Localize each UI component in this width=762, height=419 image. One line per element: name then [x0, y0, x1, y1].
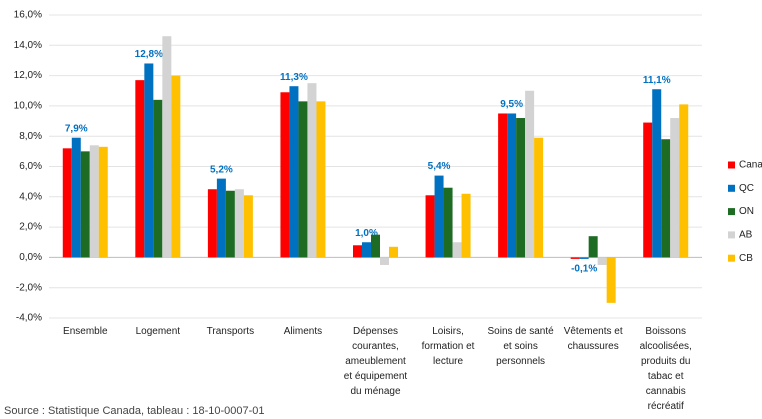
bar — [588, 236, 598, 258]
bar — [461, 193, 471, 258]
bar — [362, 242, 371, 258]
x-tick-label: Soins de santé et soins personnels — [487, 326, 554, 367]
bar — [98, 146, 108, 258]
y-tick-label: 6,0% — [19, 161, 42, 172]
bar — [652, 89, 662, 258]
bar — [307, 83, 317, 258]
bar — [452, 242, 462, 258]
x-tick-label: Vêtements et chaussures — [563, 326, 623, 352]
legend-swatch — [728, 161, 735, 169]
bar — [207, 189, 217, 258]
bar — [89, 145, 99, 258]
bar — [144, 63, 154, 258]
bar — [171, 75, 181, 258]
y-tick-label: 8,0% — [19, 131, 42, 142]
bar — [280, 92, 290, 258]
y-tick-label: 4,0% — [19, 191, 42, 202]
bar — [643, 122, 653, 258]
bar — [579, 257, 589, 259]
y-tick-label: 2,0% — [19, 222, 42, 233]
bar — [216, 178, 226, 258]
data-label: 1,0% — [355, 228, 378, 239]
y-tick-label: 10,0% — [14, 101, 42, 112]
legend-label: Canada — [739, 160, 762, 171]
bar — [389, 246, 398, 258]
bar — [62, 148, 72, 258]
x-tick-label: Transports — [206, 326, 255, 337]
y-tick-label: 16,0% — [14, 10, 42, 21]
x-tick-label: Boissons alcoolisées, produits du tabac … — [639, 326, 692, 412]
bar — [425, 195, 435, 258]
bar — [534, 137, 544, 258]
bar — [162, 36, 172, 258]
legend-label: AB — [739, 230, 753, 241]
bar — [234, 189, 244, 258]
bar — [606, 257, 616, 303]
y-tick-label: 0,0% — [19, 252, 42, 263]
x-tick-label: Aliments — [283, 326, 323, 337]
x-tick-label: Logement — [135, 326, 181, 337]
legend-swatch — [728, 184, 735, 192]
bar — [661, 139, 671, 258]
bar — [135, 80, 145, 258]
bar — [371, 234, 380, 258]
x-tick-label: Ensemble — [63, 326, 108, 337]
source-note: Source : Statistique Canada, tableau : 1… — [4, 405, 265, 417]
data-label: 11,1% — [643, 75, 671, 86]
bar — [525, 90, 535, 258]
data-label: 11,3% — [280, 72, 308, 83]
bar — [80, 151, 90, 258]
bar — [443, 187, 453, 258]
bar — [380, 257, 389, 265]
data-label: 12,8% — [135, 49, 163, 60]
legend-swatch — [728, 231, 735, 239]
data-label: -0,1% — [571, 264, 597, 275]
data-label: 5,4% — [428, 161, 451, 172]
bar — [353, 245, 362, 258]
bar — [316, 101, 326, 258]
bar — [434, 175, 444, 258]
y-tick-label: 12,0% — [14, 70, 42, 81]
x-tick-label: Dépenses courantes, ameublement et équip… — [343, 326, 408, 397]
legend-label: QC — [739, 183, 754, 194]
bar — [498, 113, 508, 258]
bar — [298, 101, 308, 258]
bar — [597, 257, 607, 265]
bar — [225, 190, 235, 258]
legend-swatch — [728, 208, 735, 216]
legend-label: CB — [739, 253, 753, 264]
legend-swatch — [728, 254, 735, 262]
data-label: 9,5% — [500, 99, 523, 110]
bar — [679, 104, 689, 258]
bar — [516, 118, 526, 258]
bar — [289, 86, 299, 258]
y-tick-label: -2,0% — [16, 282, 42, 293]
data-label: 7,9% — [65, 123, 88, 134]
y-tick-label: -4,0% — [16, 313, 42, 324]
bar — [153, 99, 163, 258]
bar — [243, 195, 253, 258]
bar — [507, 113, 517, 258]
bar — [570, 257, 580, 259]
legend-label: ON — [739, 206, 754, 217]
x-tick-label: Loisirs, formation et lecture — [421, 326, 475, 367]
data-label: 5,2% — [210, 164, 233, 175]
y-tick-label: 14,0% — [14, 40, 42, 51]
bar — [670, 118, 680, 258]
bar — [71, 137, 81, 258]
